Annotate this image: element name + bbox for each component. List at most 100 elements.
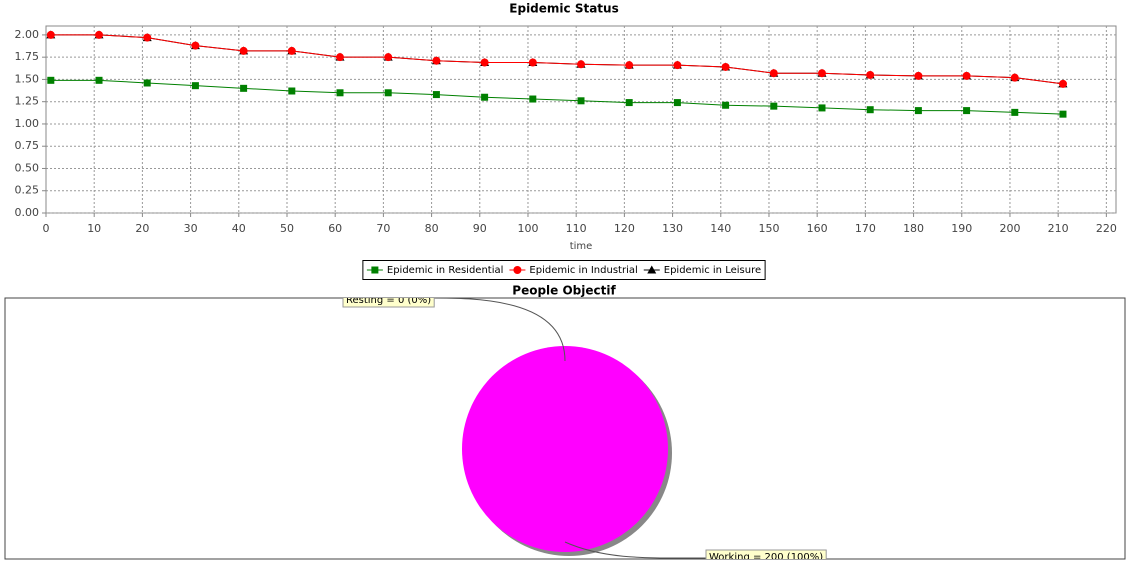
x-tick-label: 100: [517, 222, 538, 235]
marker: [1011, 108, 1019, 116]
label-link: [564, 541, 707, 559]
marker: [577, 60, 585, 69]
marker: [481, 93, 489, 101]
marker: [673, 99, 681, 107]
x-tick-label: 210: [1048, 222, 1069, 235]
x-tick-label: 180: [903, 222, 924, 235]
pie-label: Working = 200 (100%): [709, 552, 823, 563]
marker: [432, 91, 440, 99]
pie-slice: [462, 346, 668, 552]
legend-box: [362, 260, 766, 280]
x-tick-label: 10: [87, 222, 101, 235]
x-tick-label: 0: [43, 222, 50, 235]
y-tick-label: 0.00: [15, 206, 40, 219]
marker: [818, 104, 826, 112]
marker: [914, 71, 923, 80]
marker: [866, 106, 874, 114]
marker: [577, 97, 585, 105]
marker: [625, 99, 633, 107]
legend-label: Epidemic in Industrial: [529, 265, 637, 276]
marker: [336, 89, 344, 97]
marker: [191, 41, 200, 50]
legend: Epidemic in Residential Epidemic in Indus…: [362, 260, 766, 280]
legend-marker: [371, 266, 379, 274]
pie: Resting = 0 (0%) Working = 200 (100%): [342, 295, 827, 563]
legend-label: Epidemic in Residential: [387, 265, 504, 276]
marker: [770, 102, 778, 110]
marker: [288, 87, 296, 95]
marker: [673, 61, 682, 70]
marker: [528, 58, 537, 67]
x-tick-label: 70: [376, 222, 390, 235]
marker: [239, 46, 248, 55]
marker: [1059, 110, 1067, 118]
marker: [191, 82, 199, 90]
pie-label: Resting = 0 (0%): [346, 295, 431, 306]
y-tick-label: 2.00: [15, 28, 40, 41]
marker: [1010, 73, 1019, 82]
plot-area: [45, 25, 1117, 214]
x-tick-label: 110: [566, 222, 587, 235]
label-box: [705, 549, 827, 559]
marker: [95, 76, 103, 84]
marker: [722, 101, 730, 109]
series-line: [50, 34, 1064, 85]
marker: [47, 76, 55, 84]
x-tick-label: 190: [951, 222, 972, 235]
x-tick-label: 150: [758, 222, 779, 235]
marker: [95, 30, 104, 39]
y-tick-label: 1.00: [15, 117, 40, 130]
y-tick-label: 1.25: [15, 95, 40, 108]
marker: [240, 84, 248, 92]
x-axis-label: time: [570, 241, 593, 252]
marker: [432, 56, 441, 65]
line-plot: 0.00 0.25 0.50 0.75 1.00 1.25 1.50 1.75 2.00 0 10 2…: [15, 26, 1117, 235]
marker: [1058, 79, 1067, 88]
marker: [143, 79, 151, 87]
x-tick-label: 20: [135, 222, 149, 235]
y-tick-label: 0.75: [15, 139, 40, 152]
chart-title: Epidemic Status: [509, 2, 618, 16]
legend-marker: [513, 266, 522, 274]
marker: [962, 71, 971, 80]
x-tick-label: 80: [425, 222, 439, 235]
marker: [143, 33, 152, 42]
marker: [866, 70, 875, 79]
marker: [817, 69, 826, 78]
legend-item: Epidemic in Residential: [366, 265, 504, 276]
y-tick-label: 1.50: [15, 72, 40, 85]
x-tick-label: 140: [710, 222, 731, 235]
marker: [46, 30, 55, 39]
marker: [914, 107, 922, 115]
legend-marker: [647, 265, 657, 274]
y-tick-label: 1.75: [15, 50, 40, 63]
marker: [480, 58, 489, 67]
x-tick-label: 50: [280, 222, 294, 235]
x-tick-label: 160: [807, 222, 828, 235]
marker: [336, 53, 345, 62]
legend-label: Epidemic in Leisure: [664, 265, 761, 276]
marker: [529, 95, 537, 103]
y-tick-label: 0.50: [15, 161, 40, 174]
x-tick-label: 60: [328, 222, 342, 235]
label-link: [423, 298, 566, 362]
marker: [769, 69, 778, 78]
x-tick-label: 200: [999, 222, 1020, 235]
legend-item: Epidemic in Industrial: [509, 265, 638, 276]
x-tick-label: 120: [614, 222, 635, 235]
marker: [287, 46, 296, 55]
marker: [384, 89, 392, 97]
legend-item: Epidemic in Leisure: [643, 265, 761, 276]
x-tick-label: 220: [1096, 222, 1117, 235]
pie-title: People Objectif: [512, 284, 616, 298]
y-tick-label: 0.25: [15, 184, 40, 197]
x-tick-label: 130: [662, 222, 683, 235]
x-tick-label: 30: [184, 222, 198, 235]
series-line: [50, 79, 1064, 115]
marker: [625, 61, 634, 70]
x-tick-label: 90: [473, 222, 487, 235]
marker: [721, 62, 730, 71]
marker: [384, 53, 393, 62]
